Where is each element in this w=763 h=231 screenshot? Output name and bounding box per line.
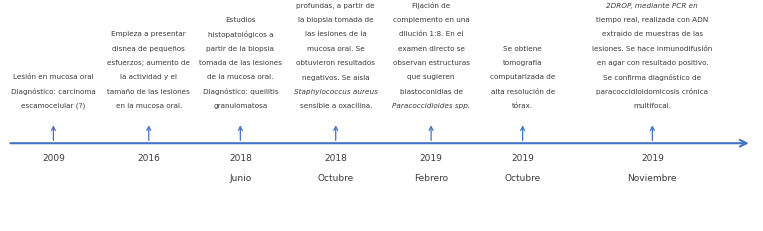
Text: partir de la biopsia: partir de la biopsia [207, 46, 274, 52]
Text: Empieza a presentar: Empieza a presentar [111, 31, 186, 37]
Text: esfuerzos; aumento de: esfuerzos; aumento de [108, 60, 190, 66]
Text: 2019: 2019 [511, 154, 534, 163]
Text: lesiones. Se hace inmunodifusión: lesiones. Se hace inmunodifusión [592, 46, 713, 52]
Text: Fijación de: Fijación de [412, 2, 450, 9]
Text: la actividad y el: la actividad y el [121, 74, 177, 80]
Text: Febrero: Febrero [414, 174, 448, 183]
Text: Lesión en mucosa oral: Lesión en mucosa oral [13, 74, 94, 80]
Text: examen directo se: examen directo se [398, 46, 465, 52]
Text: dilución 1:8. En el: dilución 1:8. En el [399, 31, 463, 37]
Text: Noviembre: Noviembre [628, 174, 677, 183]
Text: observan estructuras: observan estructuras [393, 60, 469, 66]
Text: 2019: 2019 [420, 154, 443, 163]
Text: en la mucosa oral.: en la mucosa oral. [116, 103, 182, 109]
Text: Staphylococcus aureus: Staphylococcus aureus [294, 89, 378, 95]
Text: 2016: 2016 [137, 154, 160, 163]
Text: negativos. Se aísla: negativos. Se aísla [302, 74, 369, 81]
Text: que sugieren: que sugieren [407, 74, 455, 80]
Text: alta resolución de: alta resolución de [491, 89, 555, 95]
Text: Estudios: Estudios [225, 17, 256, 23]
Text: tiempo real, realizada con ADN: tiempo real, realizada con ADN [596, 17, 709, 23]
Text: 2018: 2018 [324, 154, 347, 163]
Text: 2019: 2019 [641, 154, 664, 163]
Text: Se confirma diagnóstico de: Se confirma diagnóstico de [604, 74, 701, 81]
Text: tamaño de las lesiones: tamaño de las lesiones [108, 89, 190, 95]
Text: complemento en una: complemento en una [393, 17, 469, 23]
Text: profundas, a partir de: profundas, a partir de [296, 3, 375, 9]
Text: computarizada de: computarizada de [490, 74, 555, 80]
Text: la biopsia tomada de: la biopsia tomada de [298, 17, 374, 23]
Text: histopatológicos a: histopatológicos a [208, 31, 273, 38]
Text: 2DROP, mediante PCR en: 2DROP, mediante PCR en [607, 3, 698, 9]
Text: blastoconidias de: blastoconidias de [400, 89, 462, 95]
Text: tomografía: tomografía [503, 60, 542, 66]
Text: Se obtiene: Se obtiene [504, 46, 542, 52]
Text: granulomatosa: granulomatosa [213, 103, 268, 109]
Text: de la mucosa oral.: de la mucosa oral. [208, 74, 273, 80]
Text: 2018: 2018 [229, 154, 252, 163]
Text: Diagnóstico: queilitis: Diagnóstico: queilitis [202, 88, 278, 95]
Text: mucosa oral. Se: mucosa oral. Se [307, 46, 365, 52]
Text: las lesiones de la: las lesiones de la [305, 31, 366, 37]
Text: extraído de muestras de las: extraído de muestras de las [602, 31, 703, 37]
Text: Junio: Junio [229, 174, 252, 183]
Text: Octubre: Octubre [504, 174, 541, 183]
Text: Octubre: Octubre [317, 174, 354, 183]
Text: tomada de las lesiones: tomada de las lesiones [199, 60, 282, 66]
Text: obtuvieron resultados: obtuvieron resultados [296, 60, 375, 66]
Text: Paracoccidioides spp.: Paracoccidioides spp. [392, 103, 470, 109]
Text: en agar con resultado positivo.: en agar con resultado positivo. [597, 60, 708, 66]
Text: Diagnóstico: carcinoma: Diagnóstico: carcinoma [11, 88, 96, 95]
Text: disnea de pequeños: disnea de pequeños [112, 46, 185, 52]
Text: multifocal.: multifocal. [633, 103, 671, 109]
Text: 2009: 2009 [42, 154, 65, 163]
Text: escamocelular (?): escamocelular (?) [21, 103, 85, 109]
Text: tórax.: tórax. [512, 103, 533, 109]
Text: paracoccidioidomicosis crónica: paracoccidioidomicosis crónica [597, 88, 708, 95]
Text: sensible a oxacilina.: sensible a oxacilina. [300, 103, 372, 109]
